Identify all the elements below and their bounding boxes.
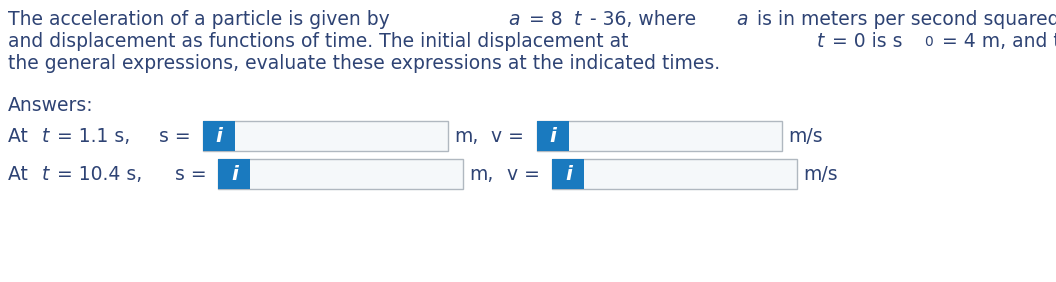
Text: i: i <box>549 127 557 146</box>
Text: t: t <box>574 10 582 29</box>
Text: and displacement as functions of time. The initial displacement at: and displacement as functions of time. T… <box>8 32 635 51</box>
Text: The acceleration of a particle is given by: The acceleration of a particle is given … <box>8 10 396 29</box>
Text: = 10.4 s,: = 10.4 s, <box>51 164 143 184</box>
Bar <box>536 121 569 151</box>
Text: Answers:: Answers: <box>8 96 94 115</box>
Bar <box>536 121 781 151</box>
Bar <box>219 159 464 189</box>
Text: At: At <box>8 164 34 184</box>
Text: m,: m, <box>454 127 478 146</box>
Text: t: t <box>41 164 49 184</box>
Text: At: At <box>8 127 34 146</box>
Bar <box>552 159 797 189</box>
Text: = 8: = 8 <box>523 10 563 29</box>
Text: v =: v = <box>507 164 540 184</box>
Text: m,: m, <box>470 164 494 184</box>
Text: 0: 0 <box>925 36 934 50</box>
Bar <box>552 159 584 189</box>
Text: i: i <box>565 164 571 184</box>
Bar <box>203 121 235 151</box>
Text: a: a <box>736 10 748 29</box>
Text: - 36, where: - 36, where <box>584 10 702 29</box>
Text: t: t <box>41 127 49 146</box>
Text: t: t <box>816 32 824 51</box>
Text: i: i <box>231 164 238 184</box>
Bar <box>203 121 448 151</box>
Text: m/s: m/s <box>788 127 823 146</box>
Text: i: i <box>215 127 223 146</box>
Text: the general expressions, evaluate these expressions at the indicated times.: the general expressions, evaluate these … <box>8 54 720 73</box>
Text: = 1.1 s,: = 1.1 s, <box>51 127 130 146</box>
Bar <box>219 159 250 189</box>
Text: = 0 is s: = 0 is s <box>826 32 903 51</box>
Text: a: a <box>508 10 520 29</box>
Text: v =: v = <box>491 127 524 146</box>
Text: s =: s = <box>159 127 191 146</box>
Text: m/s: m/s <box>804 164 838 184</box>
Text: is in meters per second squared and: is in meters per second squared and <box>751 10 1056 29</box>
Text: s =: s = <box>174 164 206 184</box>
Text: = 4 m, and the initial velocity is v: = 4 m, and the initial velocity is v <box>936 32 1056 51</box>
